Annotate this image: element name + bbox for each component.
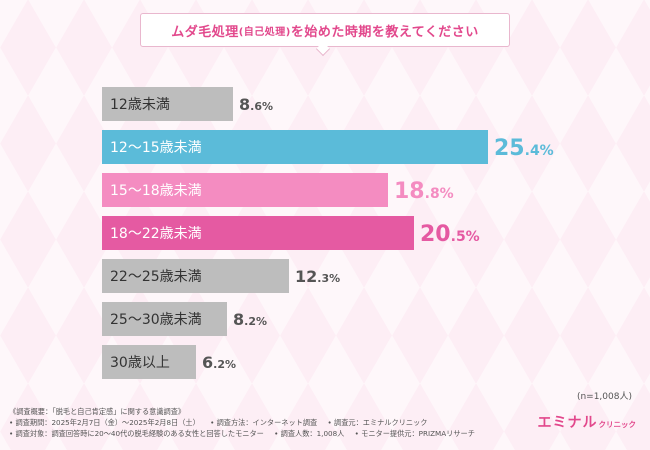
category-label-4: 22〜25歳未満 [110, 269, 202, 285]
survey-count: • 調査人数：1,008人 [274, 429, 345, 438]
chart-title-suffix: を始めた時期を教えてください [290, 24, 479, 40]
brand-logo: エミナル クリニック [538, 412, 637, 438]
value-label-3: 20.5% [420, 222, 480, 247]
bar-3 [102, 216, 414, 250]
category-label-2: 15〜18歳未満 [110, 183, 202, 199]
category-label-5: 25〜30歳未満 [110, 312, 202, 328]
bar-5 [102, 302, 227, 336]
survey-target: • 調査対象：調査回答時に20〜40代の脱毛経験のある女性と回答したモニター [9, 429, 264, 438]
category-label-6: 30歳以上 [110, 355, 170, 371]
survey-org: • 調査元：エミナルクリニック [327, 418, 428, 427]
value-label-4: 12.3% [295, 267, 340, 286]
survey-period: • 調査期間：2025年2月7日（金）〜2025年2月8日（土） [9, 418, 200, 427]
survey-footer: 《調査概要：「脱毛と自己肯定感」に関する意識調査》 • 調査期間：2025年2月… [9, 406, 529, 439]
value-label-6: 6.2% [202, 353, 236, 372]
value-label-2: 18.8% [394, 179, 454, 204]
chart-title: ムダ毛処理 (自己処理) を始めた時期を教えてください [140, 13, 510, 47]
bar-0 [102, 87, 233, 121]
category-label-0: 12歳未満 [110, 97, 170, 113]
survey-method: • 調査方法：インターネット調査 [210, 418, 318, 427]
value-label-0: 8.6% [239, 95, 273, 114]
chart-title-paren: (自己処理) [238, 26, 291, 38]
brand-name: エミナル [537, 415, 598, 431]
value-label-1: 25.4% [494, 136, 554, 161]
bar-chart: 12歳未満 8.6% 12〜15歳未満 25.4% 15〜18歳未満 18.8% 18〜22… [102, 87, 554, 379]
bar-6 [102, 345, 196, 379]
bar-4 [102, 259, 289, 293]
brand-sub: クリニック [598, 420, 637, 429]
survey-provider: • モニター提供元：PRIZMAリサーチ [354, 429, 475, 438]
value-label-5: 8.2% [233, 310, 267, 329]
bar-1 [102, 130, 488, 164]
category-label-3: 18〜22歳未満 [110, 226, 202, 242]
bar-2 [102, 173, 388, 207]
chart-title-main: ムダ毛処理 [171, 24, 239, 40]
survey-title: 《調査概要：「脱毛と自己肯定感」に関する意識調査》 [9, 407, 186, 416]
sample-size-note: (n=1,008人) [576, 392, 632, 402]
category-label-1: 12〜15歳未満 [110, 140, 202, 156]
